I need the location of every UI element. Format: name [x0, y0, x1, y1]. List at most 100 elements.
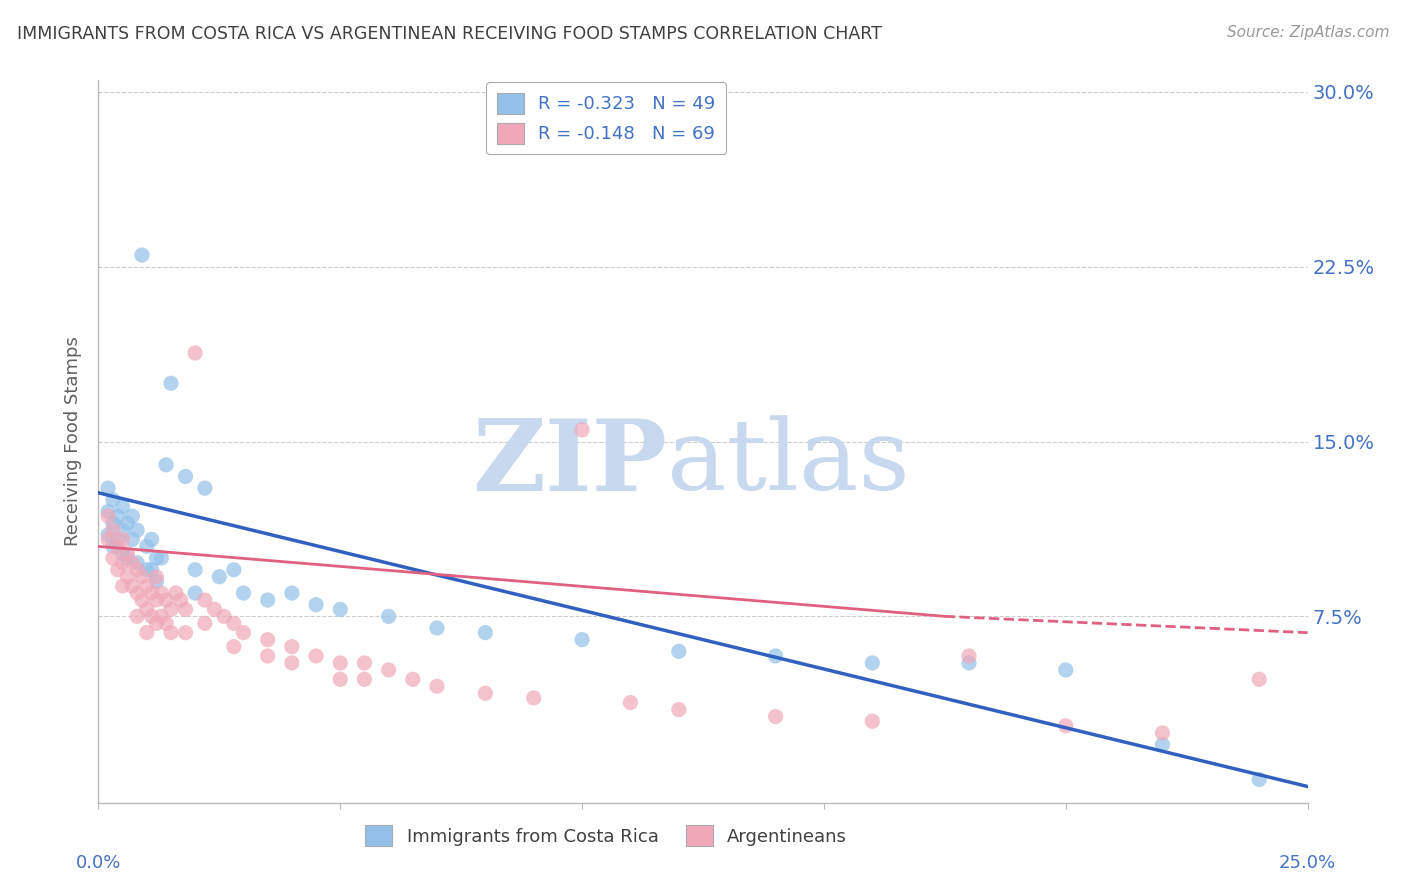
Point — [1249, 772, 1271, 787]
Point — [97, 528, 120, 542]
Point — [377, 609, 399, 624]
Point — [377, 663, 399, 677]
Point — [117, 546, 139, 560]
Point — [141, 563, 163, 577]
Point — [1054, 719, 1077, 733]
Point — [329, 656, 352, 670]
Point — [127, 563, 149, 577]
Point — [160, 625, 183, 640]
Point — [184, 586, 207, 600]
Point — [194, 481, 217, 495]
Point — [145, 574, 167, 589]
Point — [169, 593, 191, 607]
Point — [222, 563, 245, 577]
Point — [474, 625, 496, 640]
Point — [135, 540, 157, 554]
Point — [117, 570, 139, 584]
Point — [523, 690, 546, 705]
Point — [121, 509, 143, 524]
Point — [474, 686, 496, 700]
Point — [107, 533, 129, 547]
Point — [571, 423, 593, 437]
Point — [97, 504, 120, 518]
Point — [107, 563, 129, 577]
Point — [1152, 738, 1174, 752]
Point — [107, 509, 129, 524]
Text: 0.0%: 0.0% — [76, 854, 121, 872]
Point — [141, 586, 163, 600]
Point — [208, 570, 231, 584]
Point — [174, 602, 197, 616]
Point — [135, 563, 157, 577]
Point — [329, 602, 352, 616]
Point — [117, 551, 139, 566]
Point — [145, 551, 167, 566]
Point — [97, 533, 120, 547]
Point — [111, 523, 134, 537]
Point — [174, 625, 197, 640]
Point — [111, 546, 134, 560]
Point — [111, 533, 134, 547]
Point — [571, 632, 593, 647]
Text: atlas: atlas — [666, 416, 910, 511]
Point — [668, 702, 690, 716]
Point — [101, 523, 124, 537]
Point — [184, 346, 207, 360]
Point — [101, 551, 124, 566]
Point — [281, 640, 304, 654]
Point — [256, 593, 278, 607]
Point — [135, 602, 157, 616]
Point — [141, 609, 163, 624]
Point — [160, 376, 183, 391]
Point — [174, 469, 197, 483]
Point — [765, 648, 787, 663]
Point — [256, 632, 278, 647]
Point — [131, 570, 153, 584]
Point — [155, 458, 177, 472]
Point — [111, 556, 134, 570]
Point — [160, 602, 183, 616]
Point — [121, 533, 143, 547]
Point — [212, 609, 235, 624]
Point — [860, 656, 883, 670]
Legend: Immigrants from Costa Rica, Argentineans: Immigrants from Costa Rica, Argentineans — [356, 816, 856, 855]
Point — [150, 551, 173, 566]
Point — [860, 714, 883, 729]
Point — [165, 586, 187, 600]
Point — [957, 656, 980, 670]
Point — [957, 648, 980, 663]
Point — [232, 586, 254, 600]
Point — [402, 673, 425, 687]
Point — [155, 616, 177, 631]
Point — [194, 616, 217, 631]
Point — [101, 492, 124, 507]
Point — [222, 640, 245, 654]
Point — [1152, 726, 1174, 740]
Point — [426, 679, 449, 693]
Point — [281, 656, 304, 670]
Point — [101, 540, 124, 554]
Point — [256, 648, 278, 663]
Text: ZIP: ZIP — [472, 415, 666, 512]
Point — [127, 556, 149, 570]
Point — [141, 533, 163, 547]
Point — [135, 579, 157, 593]
Point — [305, 598, 328, 612]
Text: Source: ZipAtlas.com: Source: ZipAtlas.com — [1226, 25, 1389, 40]
Y-axis label: Receiving Food Stamps: Receiving Food Stamps — [65, 336, 83, 547]
Point — [305, 648, 328, 663]
Point — [353, 673, 375, 687]
Point — [145, 593, 167, 607]
Point — [131, 593, 153, 607]
Point — [184, 563, 207, 577]
Point — [765, 709, 787, 723]
Point — [329, 673, 352, 687]
Point — [97, 481, 120, 495]
Point — [222, 616, 245, 631]
Point — [281, 586, 304, 600]
Point — [127, 523, 149, 537]
Point — [101, 516, 124, 530]
Point — [131, 248, 153, 262]
Point — [1249, 673, 1271, 687]
Point — [150, 586, 173, 600]
